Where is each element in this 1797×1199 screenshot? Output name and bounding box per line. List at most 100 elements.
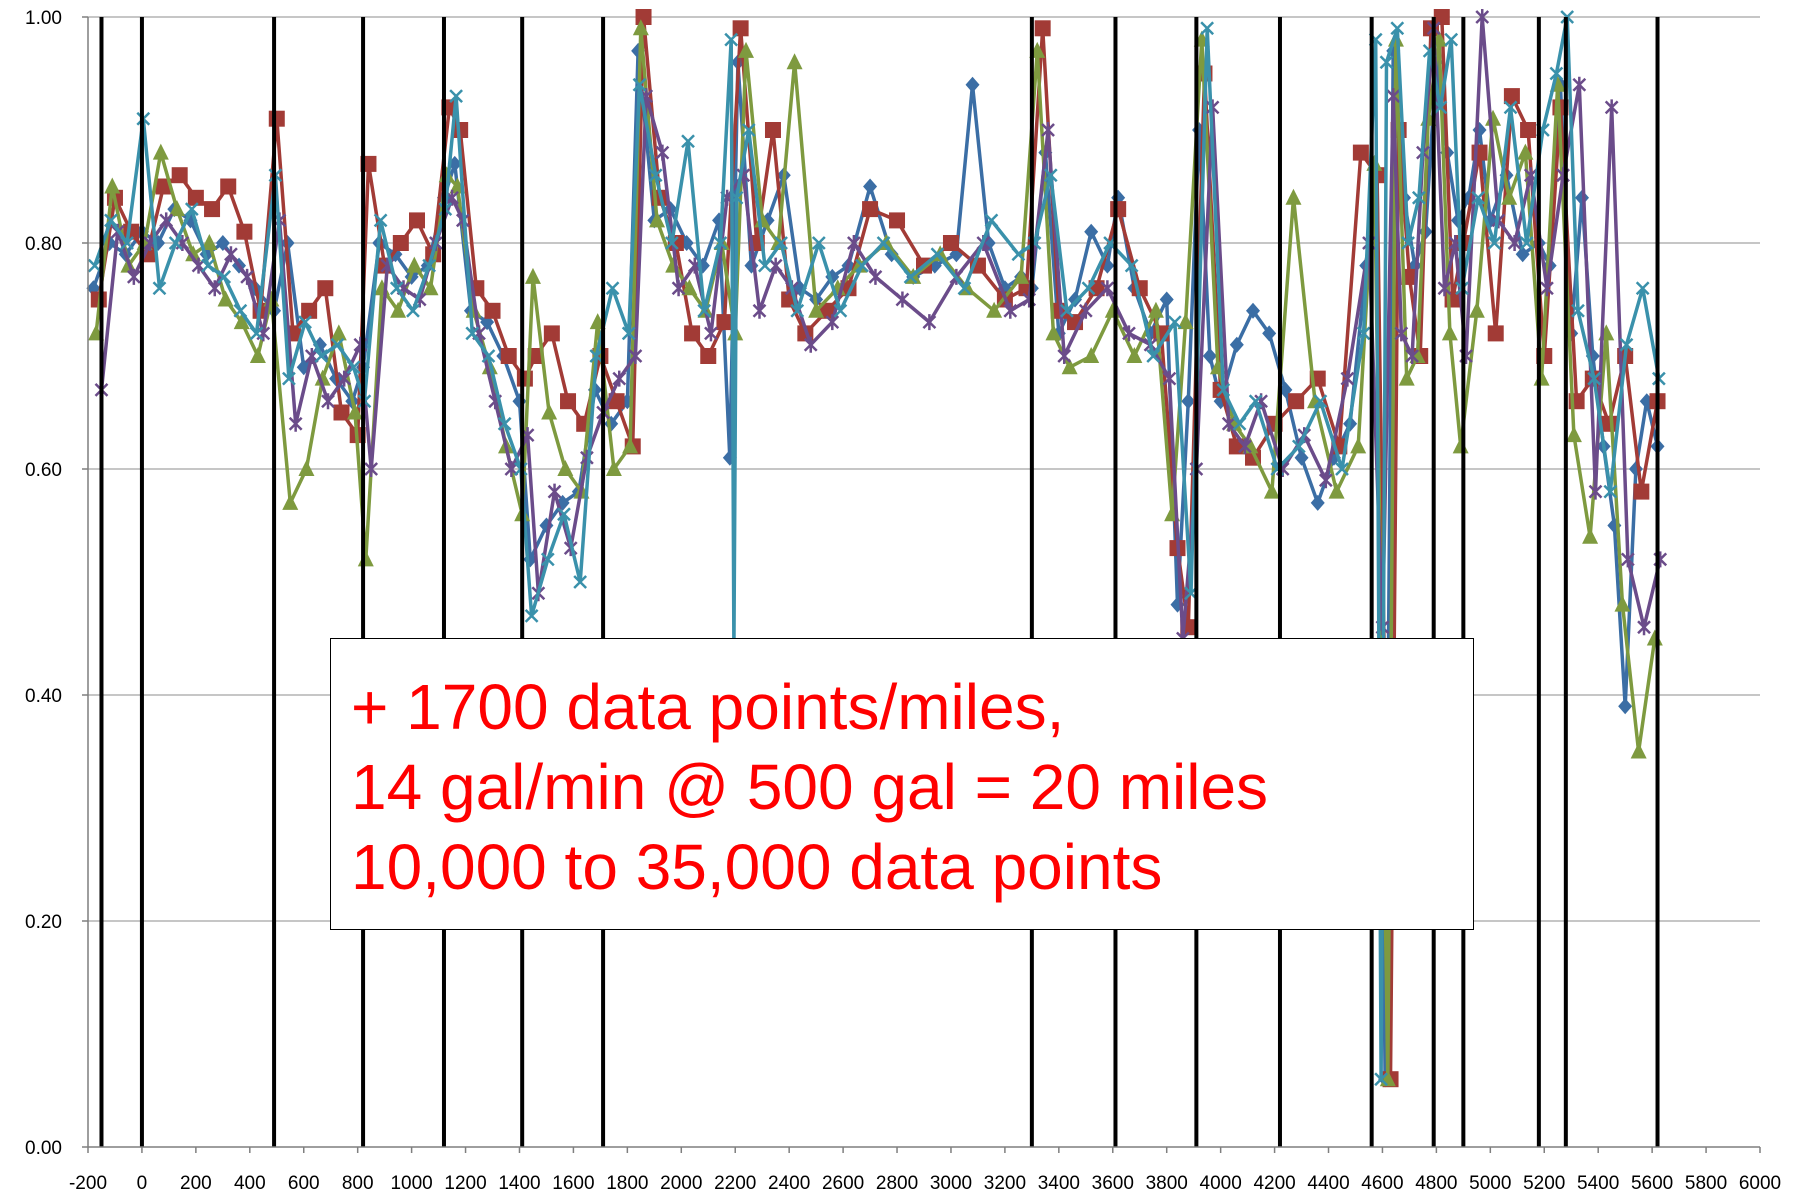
series-2-point — [1147, 301, 1164, 318]
series-2-point — [541, 403, 558, 420]
series-3-point — [671, 280, 686, 297]
series-4-point — [589, 349, 604, 363]
series-3-point — [655, 144, 670, 161]
series-1-point — [333, 404, 350, 421]
series-1-point — [301, 302, 318, 319]
series-2-point — [738, 41, 755, 58]
series-2-point — [605, 460, 622, 476]
series-0-point — [1472, 122, 1487, 138]
y-tick-label: 0.20 — [25, 912, 62, 933]
series-2-point — [330, 324, 347, 341]
series-2-point — [557, 460, 574, 476]
x-tick-label: 6000 — [1739, 1173, 1781, 1194]
series-2-point — [632, 19, 649, 36]
y-tick-label: 1.00 — [25, 8, 62, 29]
series-4-point — [1487, 236, 1502, 250]
series-4-point — [903, 270, 918, 284]
series-3-point — [207, 280, 222, 297]
series-1-point — [560, 393, 577, 410]
series-4-point — [497, 416, 512, 431]
series-4-point — [87, 258, 102, 273]
series-4-point — [1216, 383, 1231, 397]
series-0-point — [1294, 449, 1309, 466]
series-1-point — [1433, 9, 1450, 25]
series-4-point — [1356, 326, 1371, 341]
x-tick-label: 4400 — [1307, 1173, 1349, 1194]
series-3-point — [1637, 619, 1651, 636]
x-tick-label: 1200 — [444, 1173, 486, 1194]
series-3-point — [1475, 9, 1490, 25]
series-2-point — [1468, 301, 1485, 318]
series-2-point — [986, 301, 1003, 318]
series-4-point — [1503, 100, 1518, 115]
series-0-point — [1515, 246, 1530, 263]
series-3-point — [1394, 325, 1409, 342]
x-tick-label: 800 — [342, 1173, 374, 1194]
series-0-point — [1202, 348, 1217, 364]
annotation-line-2: 14 gal/min @ 500 gal = 20 miles — [351, 751, 1269, 823]
series-1-point — [1633, 483, 1650, 500]
series-4-point — [184, 202, 199, 216]
series-4-point — [524, 609, 539, 623]
x-tick-label: 0 — [137, 1173, 148, 1194]
x-tick-label: 1800 — [606, 1173, 648, 1194]
series-2-point — [422, 279, 439, 296]
series-4-point — [681, 134, 695, 149]
series-0-point — [1246, 302, 1261, 319]
series-4-point — [1146, 349, 1161, 363]
series-4-point — [1519, 236, 1534, 250]
series-4-point — [346, 360, 361, 375]
series-2-point — [524, 267, 541, 284]
series-2-point — [217, 290, 234, 307]
series-3-point — [1437, 280, 1452, 297]
x-tick-label: 2200 — [714, 1173, 756, 1194]
series-3-point — [1318, 472, 1333, 489]
y-tick-label: 0.00 — [25, 1138, 62, 1159]
series-1-point — [516, 370, 533, 387]
series-4-point — [621, 326, 636, 341]
series-3-point — [240, 268, 254, 285]
series-4-point — [758, 258, 772, 273]
series-2-point — [1045, 324, 1062, 341]
series-2-point — [168, 200, 185, 217]
series-3-point — [126, 268, 141, 285]
series-2-point — [1501, 188, 1518, 205]
series-1-point — [700, 348, 717, 364]
series-2-point — [1061, 358, 1078, 375]
x-tick-label: 5800 — [1685, 1173, 1727, 1194]
series-0-point — [1262, 325, 1277, 342]
series-2-point — [104, 177, 121, 194]
series-4-point — [833, 303, 848, 318]
series-3-point — [1221, 415, 1236, 432]
series-1-point — [187, 189, 204, 206]
x-tick-label: 4200 — [1253, 1173, 1295, 1194]
series-4-point — [648, 168, 663, 183]
series-4-point — [201, 258, 215, 273]
series-0-point — [512, 393, 527, 410]
series-4-point — [1232, 416, 1247, 431]
x-tick-label: 3400 — [1038, 1173, 1080, 1194]
x-tick-label: 5200 — [1523, 1173, 1565, 1194]
series-1-point — [392, 235, 409, 251]
series-3-point — [321, 393, 335, 410]
series-4-point — [1635, 281, 1650, 296]
series-2-point — [1285, 188, 1302, 205]
series-1-point — [764, 122, 781, 138]
axes — [82, 16, 1761, 1153]
series-3-point — [1540, 280, 1554, 297]
x-tick-label: 3600 — [1092, 1173, 1134, 1194]
series-1-point — [1110, 201, 1127, 218]
series-1-point — [155, 178, 172, 195]
y-tick-label: 0.40 — [25, 686, 62, 707]
series-4-point — [1167, 315, 1182, 329]
series-2-point — [406, 256, 423, 273]
series-4-point — [984, 213, 999, 228]
series-3-point — [1340, 370, 1355, 387]
x-tick-labels: -200 0 200 400 600 800 1000 1200 1400 1600 1800 200… — [69, 1173, 1781, 1194]
series-2-point — [622, 437, 639, 454]
series-2-point — [1350, 437, 1367, 454]
series-2-point — [786, 53, 803, 70]
series-4-point — [120, 236, 134, 250]
x-tick-label: 5400 — [1577, 1173, 1619, 1194]
